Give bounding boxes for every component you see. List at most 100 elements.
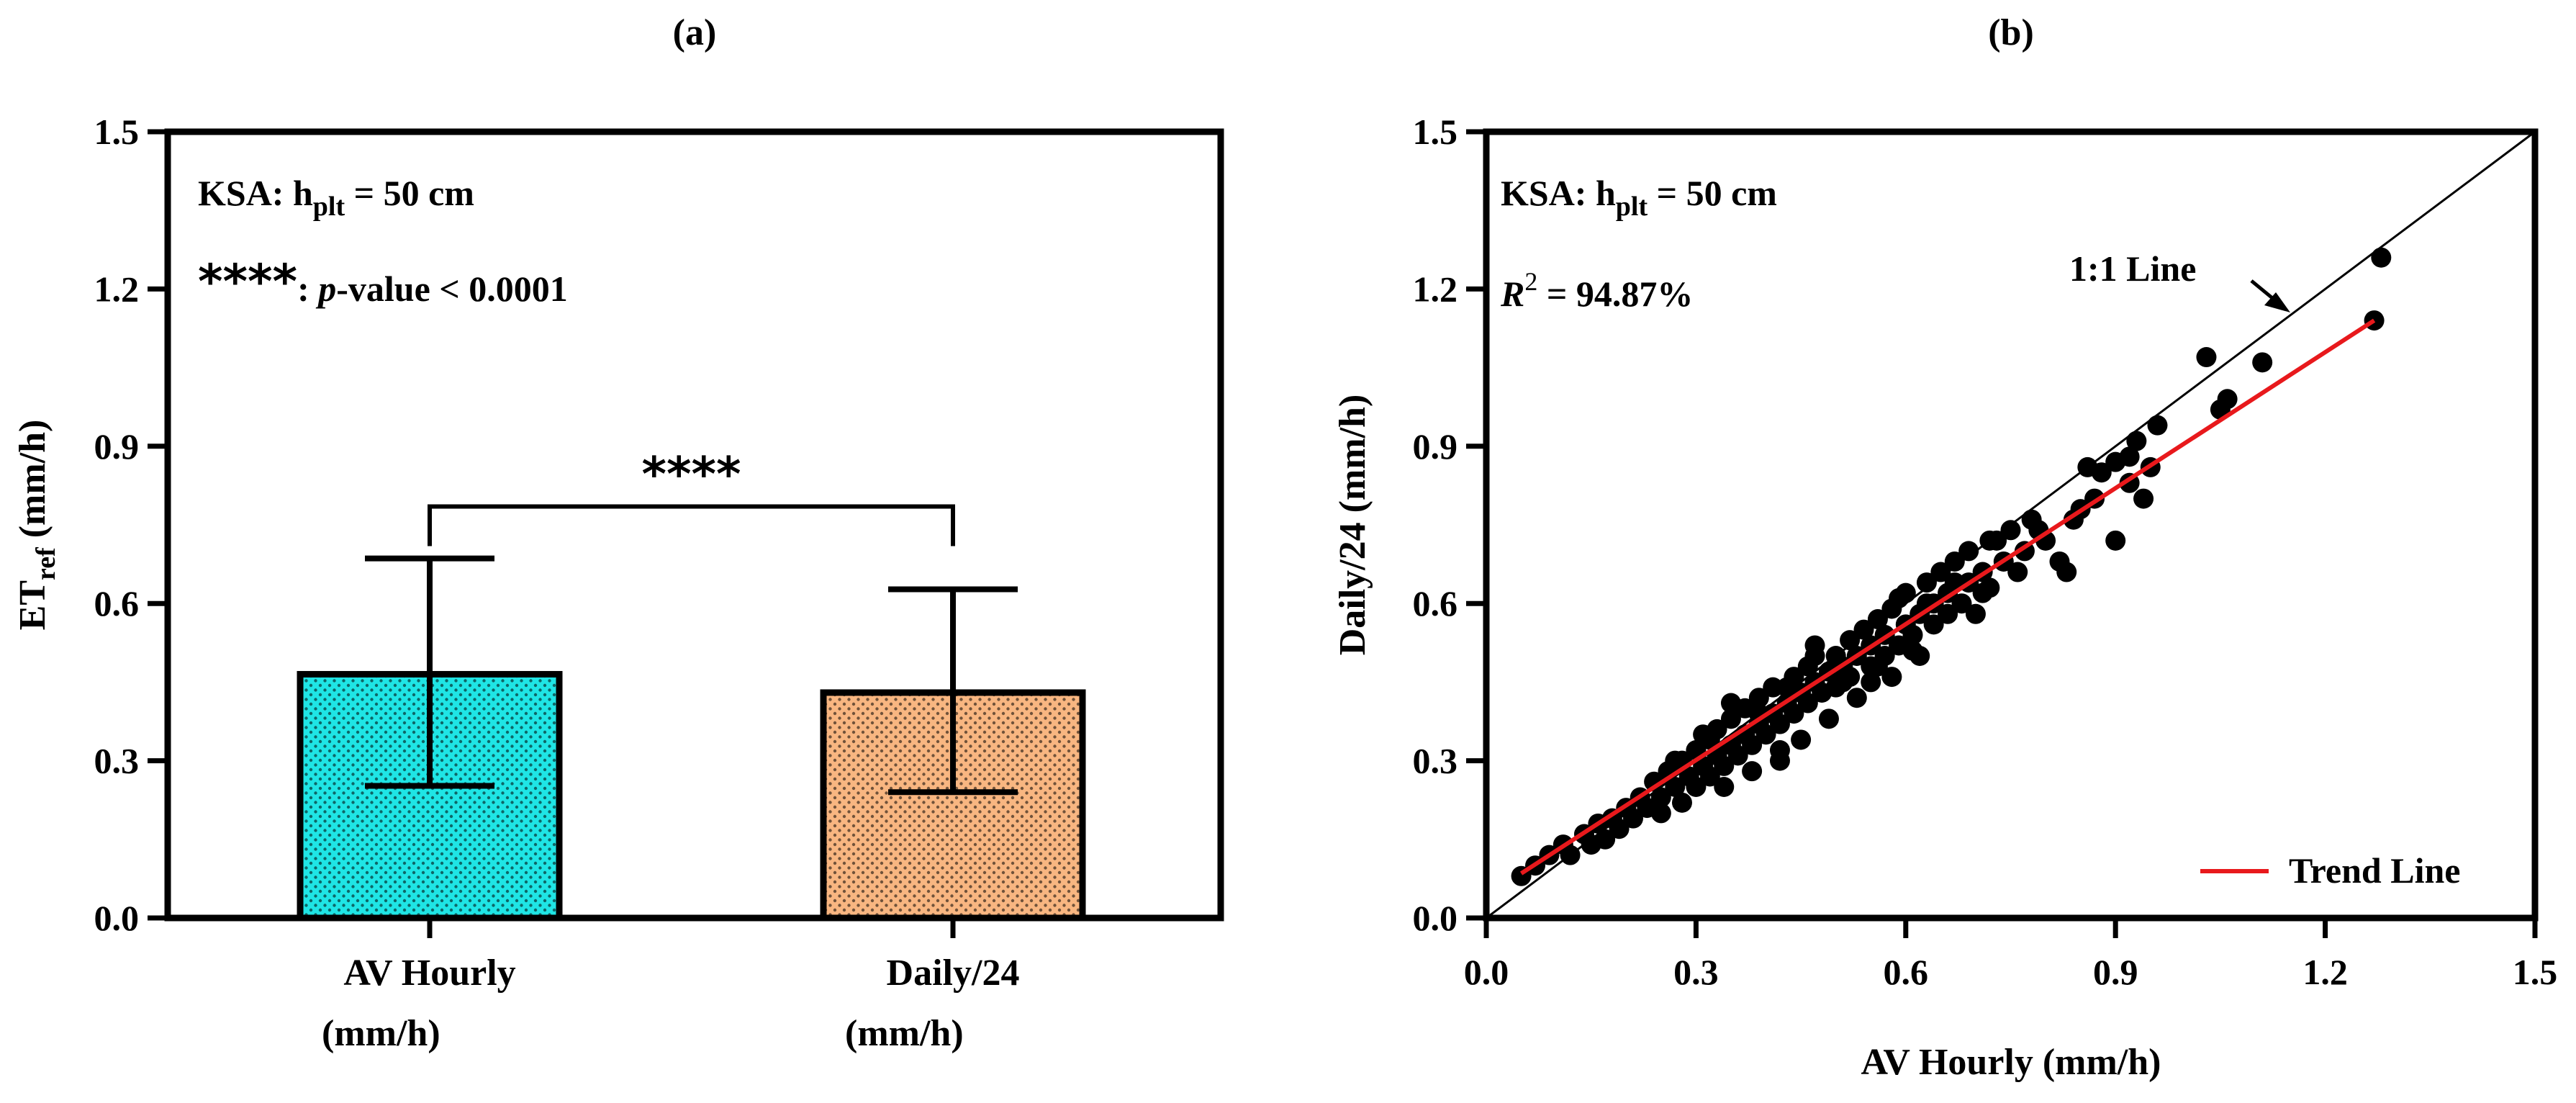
scatter-point [1951, 593, 1972, 614]
scatter-point [2371, 247, 2392, 268]
pvalue-colon: : [297, 269, 318, 309]
panel-b-site-annotation: KSA: hplt = 50 cm [1501, 173, 1777, 222]
significance-stars: **** [641, 447, 741, 503]
panel-a-pvalue-annotation: ****: p-value < 0.0001 [198, 254, 568, 310]
scatter-point [1686, 777, 1707, 797]
panel-b-x-axis-label: AV Hourly (mm/h) [1861, 1042, 2161, 1083]
y-tick-label: 1.2 [1413, 269, 1458, 309]
scatter-point [1714, 755, 1735, 776]
scatter-point [2196, 347, 2217, 368]
legend-trend-line-label: Trend Line [2289, 850, 2460, 891]
significance-bracket-line [428, 504, 955, 546]
scatter-point [2147, 415, 2168, 436]
y-tick-label: 0.6 [1413, 583, 1458, 623]
x-category-unit-label: (mm/h) [322, 1013, 440, 1054]
panel-a-error-bars [365, 555, 1018, 796]
y-tick-label: 1.5 [1413, 112, 1458, 152]
scatter-point [1644, 771, 1665, 792]
scatter-point [1742, 761, 1763, 782]
panel-b-legend: Trend Line [2200, 850, 2460, 891]
scatter-point [2119, 446, 2140, 467]
x-category-label: Daily/24 [887, 953, 1020, 994]
scatter-point [1699, 766, 1720, 787]
scatter-point [1840, 630, 1861, 651]
r2-rest: = 94.87% [1537, 274, 1693, 314]
panel-a-y-axis: 0.0 0.3 0.6 0.9 1.2 1.5 [94, 112, 168, 938]
x-tick-label: 0.0 [1464, 952, 1509, 992]
scatter-point [1693, 724, 1714, 745]
panel-a-plot-frame [164, 128, 1224, 922]
y-tick-label: 0.0 [1413, 898, 1458, 938]
panel-b-label: (b) [1988, 12, 2034, 53]
panel-b-plot-frame [1483, 128, 2539, 922]
scatter-point [1987, 530, 2007, 551]
scatter-point [2133, 488, 2154, 509]
scatter-point [2105, 530, 2126, 551]
y-tick-label: 0.9 [1413, 426, 1458, 467]
site-subscript: plt [313, 192, 345, 222]
panel-a-bars [297, 670, 1086, 922]
scatter-point [2126, 431, 2147, 451]
y-label-main: ET [12, 580, 53, 630]
panel-b-y-axis: 0.0 0.3 0.6 0.9 1.2 1.5 [1413, 112, 1486, 938]
panel-b-y-axis-label: Daily/24 (mm/h) [1332, 395, 1373, 656]
identity-line-label: 1:1 Line [2069, 248, 2196, 289]
identity-line-arrow [2250, 279, 2290, 312]
panel-a-significance-bracket: **** [428, 447, 955, 546]
arrow-head-icon [2264, 292, 2290, 312]
scatter-point [1776, 677, 1797, 698]
scatter-point [2007, 562, 2028, 582]
scatter-point [1881, 667, 1902, 688]
scatter-point [2252, 352, 2273, 373]
scatter-point [1720, 708, 1741, 729]
x-tick-label: 0.9 [2093, 952, 2138, 992]
scatter-point [1665, 750, 1686, 771]
y-tick-label: 0.0 [94, 898, 140, 938]
r2-superscript: 2 [1524, 267, 1537, 296]
x-tick-label: 1.5 [2513, 952, 2558, 992]
panel-b-r2-annotation: R2 = 94.87% [1500, 267, 1693, 314]
scatter-point [1665, 777, 1686, 797]
scatter-point [1714, 777, 1735, 797]
scatter-point [1938, 603, 1958, 624]
y-label-unit: (mm/h) [12, 420, 53, 548]
scatter-point [2217, 389, 2238, 410]
scatter-point [1846, 688, 1867, 708]
pvalue-stars: **** [198, 254, 297, 310]
site-suffix: = 50 cm [1648, 173, 1777, 213]
scatter-point [1889, 587, 1910, 608]
y-tick-label: 0.6 [94, 583, 140, 623]
scatter-point [2077, 456, 2098, 477]
scatter-point [1763, 677, 1784, 698]
scatter-point [1609, 819, 1630, 839]
x-category-label: AV Hourly [343, 953, 515, 994]
scatter-point [1867, 609, 1888, 630]
panel-a-y-axis-label: ETref (mm/h) [12, 420, 61, 631]
scatter-point [1560, 845, 1581, 865]
panel-a-label: (a) [673, 12, 717, 53]
scatter-point [1902, 624, 1923, 645]
scatter-point [1861, 672, 1881, 693]
scatter-point [1958, 541, 1979, 562]
site-subscript: plt [1616, 192, 1648, 222]
scatter-point [1965, 603, 1986, 624]
scatter-point [1784, 703, 1804, 724]
scatter-point [1650, 787, 1671, 808]
y-tick-label: 1.2 [94, 269, 140, 309]
site-suffix: = 50 cm [345, 173, 474, 213]
scatter-point [1650, 803, 1671, 824]
scatter-point [2000, 520, 2021, 541]
panel-a-site-annotation: KSA: hplt = 50 cm [198, 173, 474, 222]
scatter-point [1769, 713, 1790, 734]
pvalue-p: p [315, 269, 336, 309]
scatter-point [1727, 745, 1748, 766]
scatter-point [1622, 808, 1643, 829]
scatter-point [2056, 562, 2077, 582]
site-prefix: KSA: h [198, 173, 313, 213]
scatter-point [1916, 572, 1937, 593]
panel-b-x-axis: 0.0 0.3 0.6 0.9 1.2 1.5 [1464, 918, 2558, 992]
pvalue-rest: -value < 0.0001 [336, 269, 568, 309]
panel-a-x-axis-labels: AV Hourly (mm/h) Daily/24 (mm/h) [322, 918, 1019, 1054]
site-prefix: KSA: h [1501, 173, 1616, 213]
